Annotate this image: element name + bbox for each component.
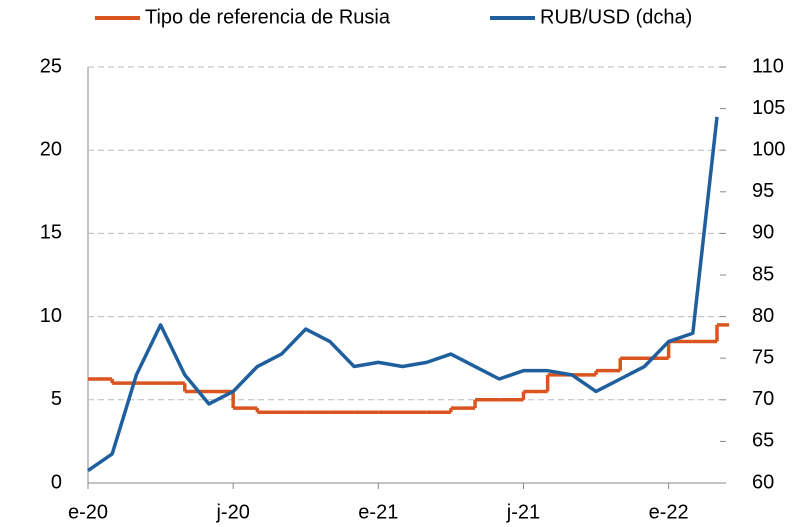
y2-tick-label: 90	[752, 222, 774, 244]
y-tick-label: 10	[40, 305, 62, 327]
y2-tick-label: 95	[752, 180, 774, 202]
x-tick-label: e-20	[68, 501, 108, 523]
y2-tick-label: 80	[752, 305, 774, 327]
y2-tick-label: 85	[752, 263, 774, 285]
x-tick-label: e-21	[358, 501, 398, 523]
x-tick-label: j-21	[506, 501, 540, 523]
y2-tick-label: 75	[752, 346, 774, 368]
x-tick-label: j-20	[215, 501, 249, 523]
y2-tick-label: 70	[752, 388, 774, 410]
legend-label: Tipo de referencia de Rusia	[145, 6, 391, 28]
y-tick-label: 20	[40, 138, 62, 160]
y2-tick-label: 100	[752, 138, 785, 160]
y-tick-label: 25	[40, 55, 62, 77]
x-tick-label: e-22	[649, 501, 689, 523]
y2-tick-label: 60	[752, 471, 774, 493]
y-tick-label: 5	[51, 388, 62, 410]
y2-tick-label: 105	[752, 97, 785, 119]
y-tick-label: 15	[40, 222, 62, 244]
y2-tick-label: 110	[752, 55, 784, 77]
y2-tick-label: 65	[752, 430, 774, 452]
y-tick-label: 0	[51, 471, 62, 493]
legend-label: RUB/USD (dcha)	[540, 6, 692, 28]
line-series	[87, 116, 719, 472]
